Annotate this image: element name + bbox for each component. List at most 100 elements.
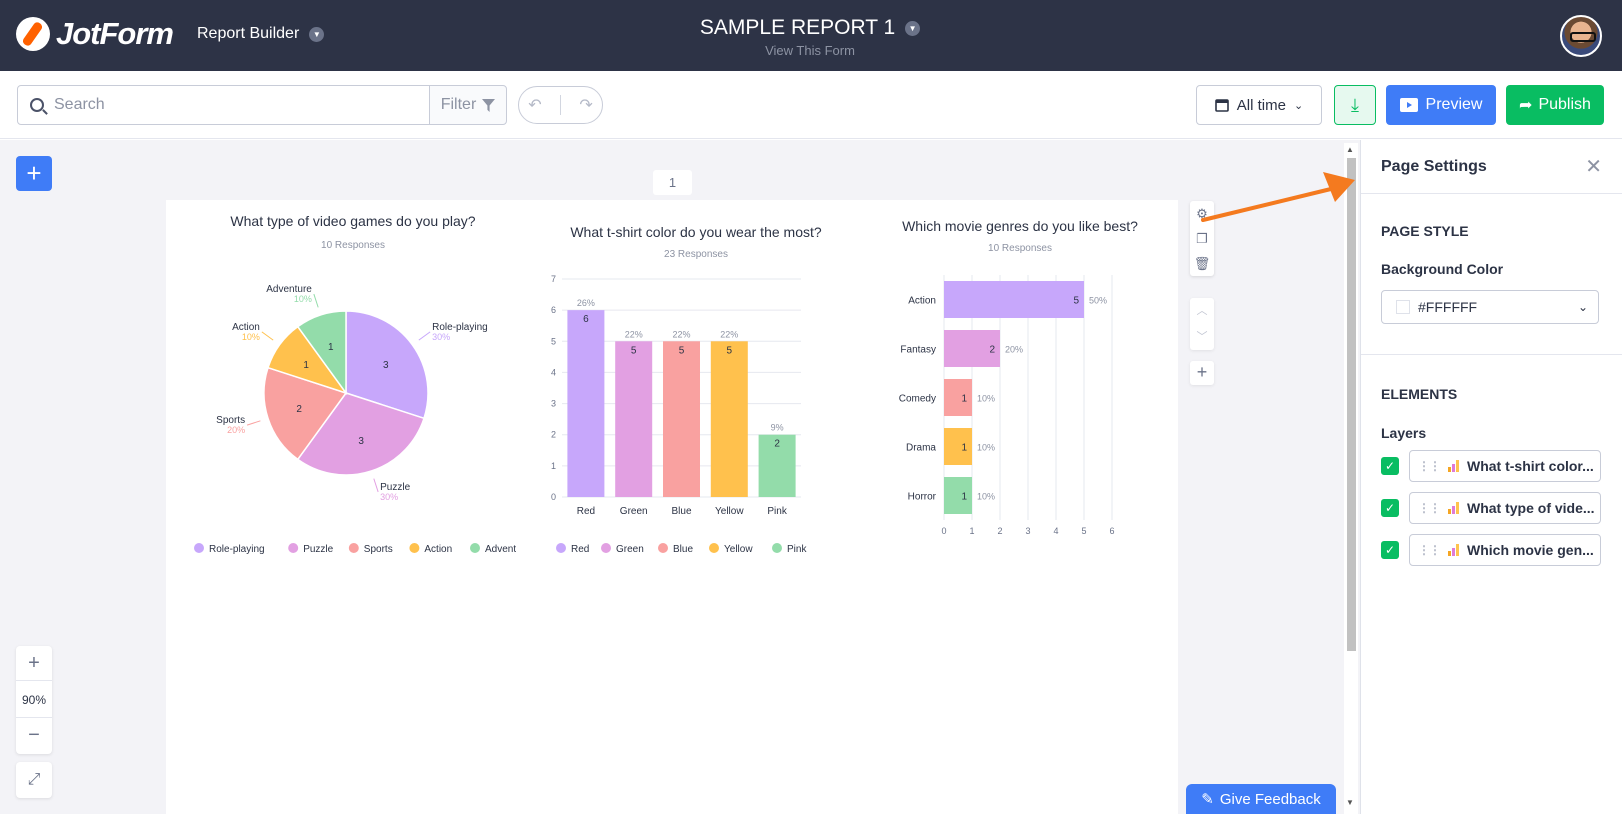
undo-icon[interactable]: ↶ bbox=[528, 97, 542, 114]
page-style-heading: PAGE STYLE bbox=[1381, 223, 1469, 239]
vertical-bar-chart[interactable]: What t-shirt color do you wear the most?… bbox=[536, 200, 856, 580]
chart-title: What t-shirt color do you wear the most? bbox=[570, 224, 822, 240]
layer-checkbox[interactable]: ✓ bbox=[1381, 499, 1399, 517]
pie-slice[interactable] bbox=[296, 392, 425, 476]
pie-slice[interactable] bbox=[296, 310, 347, 396]
app-switcher[interactable]: Report Builder ▼ bbox=[197, 25, 325, 43]
search-input[interactable]: Search bbox=[17, 85, 430, 125]
close-icon[interactable]: ✕ bbox=[1585, 156, 1602, 178]
layer-item: ✓ ⋮⋮ Which movie gen... bbox=[1381, 534, 1601, 566]
filter-icon bbox=[482, 98, 496, 112]
layer-card[interactable]: ⋮⋮ Which movie gen... bbox=[1409, 534, 1601, 566]
x-tick-label: Pink bbox=[767, 506, 787, 517]
pie-chart[interactable]: What type of video games do you play? 10… bbox=[176, 200, 516, 580]
bar[interactable] bbox=[944, 428, 972, 465]
scrollbar-thumb[interactable] bbox=[1347, 158, 1356, 651]
layer-checkbox[interactable]: ✓ bbox=[1381, 457, 1399, 475]
drag-handle-icon[interactable]: ⋮⋮ bbox=[1418, 501, 1441, 515]
slice-value-label: 1 bbox=[328, 342, 334, 353]
scroll-up-arrow[interactable]: ▲ bbox=[1346, 145, 1354, 154]
chart-subtitle: 10 Responses bbox=[321, 240, 385, 251]
bar-percent-label: 26% bbox=[577, 298, 595, 308]
pie-slice[interactable] bbox=[345, 310, 429, 420]
layer-checkbox[interactable]: ✓ bbox=[1381, 541, 1399, 559]
redo-icon[interactable]: ↷ bbox=[579, 97, 593, 114]
search-icon bbox=[30, 98, 44, 112]
filter-button[interactable]: Filter bbox=[429, 85, 507, 125]
jotform-logo[interactable]: JotForm bbox=[16, 16, 174, 52]
bar-percent-label: 9% bbox=[771, 423, 784, 433]
leader-line bbox=[418, 331, 431, 341]
bar[interactable] bbox=[944, 330, 1000, 367]
bar[interactable] bbox=[944, 281, 1084, 318]
legend-label: Adventure bbox=[485, 544, 516, 555]
app-name: Report Builder bbox=[197, 25, 300, 42]
panel-title: Page Settings bbox=[1381, 157, 1487, 175]
legend-label: Red bbox=[571, 544, 589, 555]
preview-label: Preview bbox=[1425, 96, 1483, 113]
layer-card[interactable]: ⋮⋮ What t-shirt color... bbox=[1409, 450, 1601, 482]
bar[interactable] bbox=[710, 341, 748, 497]
download-button[interactable]: ⤓ bbox=[1334, 85, 1376, 125]
download-icon: ⤓ bbox=[1351, 94, 1359, 115]
chevron-down-icon[interactable]: ﹀ bbox=[1196, 331, 1208, 343]
duplicate-icon[interactable]: ❐ bbox=[1196, 231, 1208, 246]
date-range-select[interactable]: All time ⌄ bbox=[1196, 85, 1322, 125]
page-settings-icon[interactable]: ⚙ bbox=[1196, 206, 1208, 221]
feedback-label: Give Feedback bbox=[1219, 790, 1321, 808]
x-tick-label: Red bbox=[577, 506, 595, 517]
publish-label: Publish bbox=[1538, 96, 1591, 113]
publish-button[interactable]: ➦ Publish bbox=[1506, 85, 1604, 125]
legend-label: Role-playing bbox=[209, 544, 265, 555]
legend-swatch bbox=[409, 543, 420, 553]
chevron-up-icon[interactable]: ︿ bbox=[1196, 305, 1208, 317]
bar[interactable] bbox=[615, 341, 653, 497]
bar[interactable] bbox=[944, 477, 972, 514]
layer-item: ✓ ⋮⋮ What type of vide... bbox=[1381, 492, 1601, 524]
add-page-button[interactable]: + bbox=[16, 156, 52, 191]
zoom-in-button[interactable]: + bbox=[28, 652, 40, 674]
slice-value-label: 2 bbox=[296, 404, 302, 415]
top-header: JotForm Report Builder ▼ SAMPLE REPORT 1… bbox=[0, 0, 1622, 71]
chart-subtitle: 10 Responses bbox=[988, 243, 1052, 254]
leader-line bbox=[246, 420, 261, 426]
preview-button[interactable]: Preview bbox=[1386, 85, 1496, 125]
trash-icon[interactable]: 🗑 bbox=[1193, 256, 1211, 271]
drag-handle-icon[interactable]: ⋮⋮ bbox=[1418, 543, 1441, 557]
bar[interactable] bbox=[944, 379, 972, 416]
layer-card[interactable]: ⋮⋮ What type of vide... bbox=[1409, 492, 1601, 524]
bar[interactable] bbox=[567, 310, 605, 497]
bar-value-label: 5 bbox=[679, 345, 685, 356]
bar[interactable] bbox=[663, 341, 700, 497]
y-tick-label: Fantasy bbox=[900, 345, 936, 356]
slice-value-label: 1 bbox=[303, 360, 309, 371]
add-page-below-button[interactable]: + bbox=[1190, 361, 1214, 385]
report-page[interactable]: What type of video games do you play? 10… bbox=[166, 200, 1178, 814]
pie-slice[interactable] bbox=[263, 366, 348, 461]
view-form-link[interactable]: View This Form bbox=[765, 43, 855, 58]
slice-category-label: Puzzle bbox=[380, 482, 410, 493]
y-tick-label: Comedy bbox=[899, 394, 936, 405]
give-feedback-button[interactable]: ✎ Give Feedback bbox=[1186, 784, 1336, 814]
legend-swatch bbox=[601, 543, 611, 553]
legend-swatch bbox=[348, 543, 359, 553]
bar-value-label: 1 bbox=[961, 443, 967, 454]
background-color-select[interactable]: #FFFFFF ⌄ bbox=[1381, 290, 1599, 324]
bar-value-label: 2 bbox=[774, 439, 780, 450]
date-range-value: All time bbox=[1236, 96, 1286, 114]
y-tick-label: 4 bbox=[551, 367, 556, 377]
zoom-out-button[interactable]: − bbox=[28, 724, 40, 746]
report-title[interactable]: SAMPLE REPORT 1 ▼ bbox=[600, 16, 1020, 40]
avatar[interactable] bbox=[1560, 15, 1602, 57]
legend-swatch bbox=[658, 543, 668, 553]
drag-handle-icon[interactable]: ⋮⋮ bbox=[1418, 459, 1441, 473]
fit-screen-button[interactable]: ⤢ bbox=[16, 762, 52, 798]
horizontal-bar-chart[interactable]: Which movie genres do you like best? 10 … bbox=[868, 200, 1168, 580]
bar[interactable] bbox=[758, 434, 796, 497]
y-tick-label: Drama bbox=[906, 443, 936, 454]
scroll-down-arrow[interactable]: ▼ bbox=[1346, 798, 1354, 807]
legend-label: Sports bbox=[364, 544, 393, 555]
x-tick-label: 4 bbox=[1053, 526, 1058, 536]
color-swatch bbox=[1396, 300, 1410, 314]
play-icon bbox=[1399, 98, 1418, 112]
